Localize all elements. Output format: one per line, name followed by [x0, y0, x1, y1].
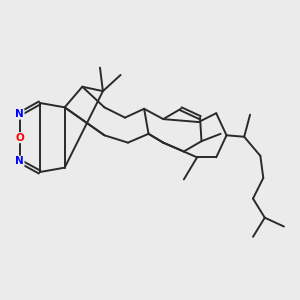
Text: O: O — [15, 133, 24, 142]
Text: N: N — [15, 109, 24, 119]
Text: N: N — [15, 156, 24, 166]
